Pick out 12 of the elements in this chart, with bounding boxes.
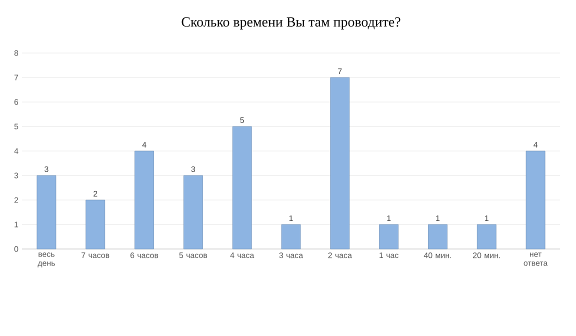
bar (232, 126, 252, 250)
bar (36, 175, 56, 250)
bar (134, 150, 154, 250)
bar (281, 224, 301, 250)
bar (526, 150, 546, 250)
bar (428, 224, 448, 250)
bar (476, 224, 496, 250)
bar (379, 224, 399, 250)
chart-title: Сколько времени Вы там проводите? (182, 17, 400, 30)
bar (330, 77, 350, 250)
bar (86, 200, 106, 250)
bar (183, 175, 203, 250)
